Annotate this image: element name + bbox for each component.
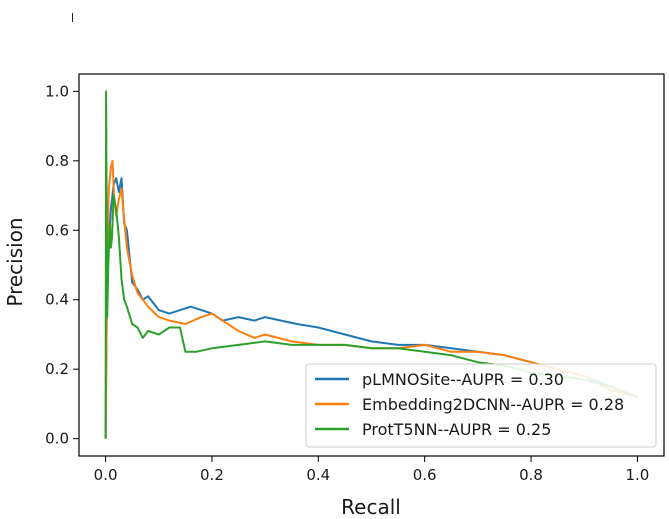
x-tick-label: 0.4: [306, 466, 330, 484]
y-tick-label: 0.6: [45, 221, 69, 239]
y-axis-ticks: 0.0 0.2 0.4 0.6 0.8 1.0: [45, 82, 79, 448]
series-line-prott5nn: [104, 90, 638, 439]
y-tick-label: 0.4: [45, 291, 69, 309]
x-tick-label: 0.8: [519, 466, 543, 484]
legend-label-embedding2dcnn: Embedding2DCNN--AUPR = 0.28: [362, 395, 624, 414]
legend-label-plmnosite: pLMNOSite--AUPR = 0.30: [362, 370, 564, 389]
legend: pLMNOSite--AUPR = 0.30 Embedding2DCNN--A…: [305, 363, 657, 448]
y-tick-label: 0.0: [45, 430, 69, 448]
legend-box: [305, 363, 657, 448]
x-axis-title: Recall: [341, 495, 401, 519]
x-tick-label: 1.0: [625, 466, 649, 484]
x-tick-label: 0.2: [200, 466, 224, 484]
x-axis-ticks: 0.0 0.2 0.4 0.6 0.8 1.0: [94, 456, 649, 484]
series-lines: [104, 90, 638, 439]
y-tick-label: 1.0: [45, 82, 69, 100]
legend-label-prott5nn: ProtT5NN--AUPR = 0.25: [362, 420, 551, 439]
y-tick-label: 0.8: [45, 152, 69, 170]
x-tick-label: 0.6: [413, 466, 437, 484]
x-tick-label: 0.0: [94, 466, 118, 484]
stray-mark: [72, 13, 73, 22]
y-tick-label: 0.2: [45, 360, 69, 378]
y-axis-title: Precision: [3, 217, 27, 306]
plot-frame: [78, 73, 665, 457]
